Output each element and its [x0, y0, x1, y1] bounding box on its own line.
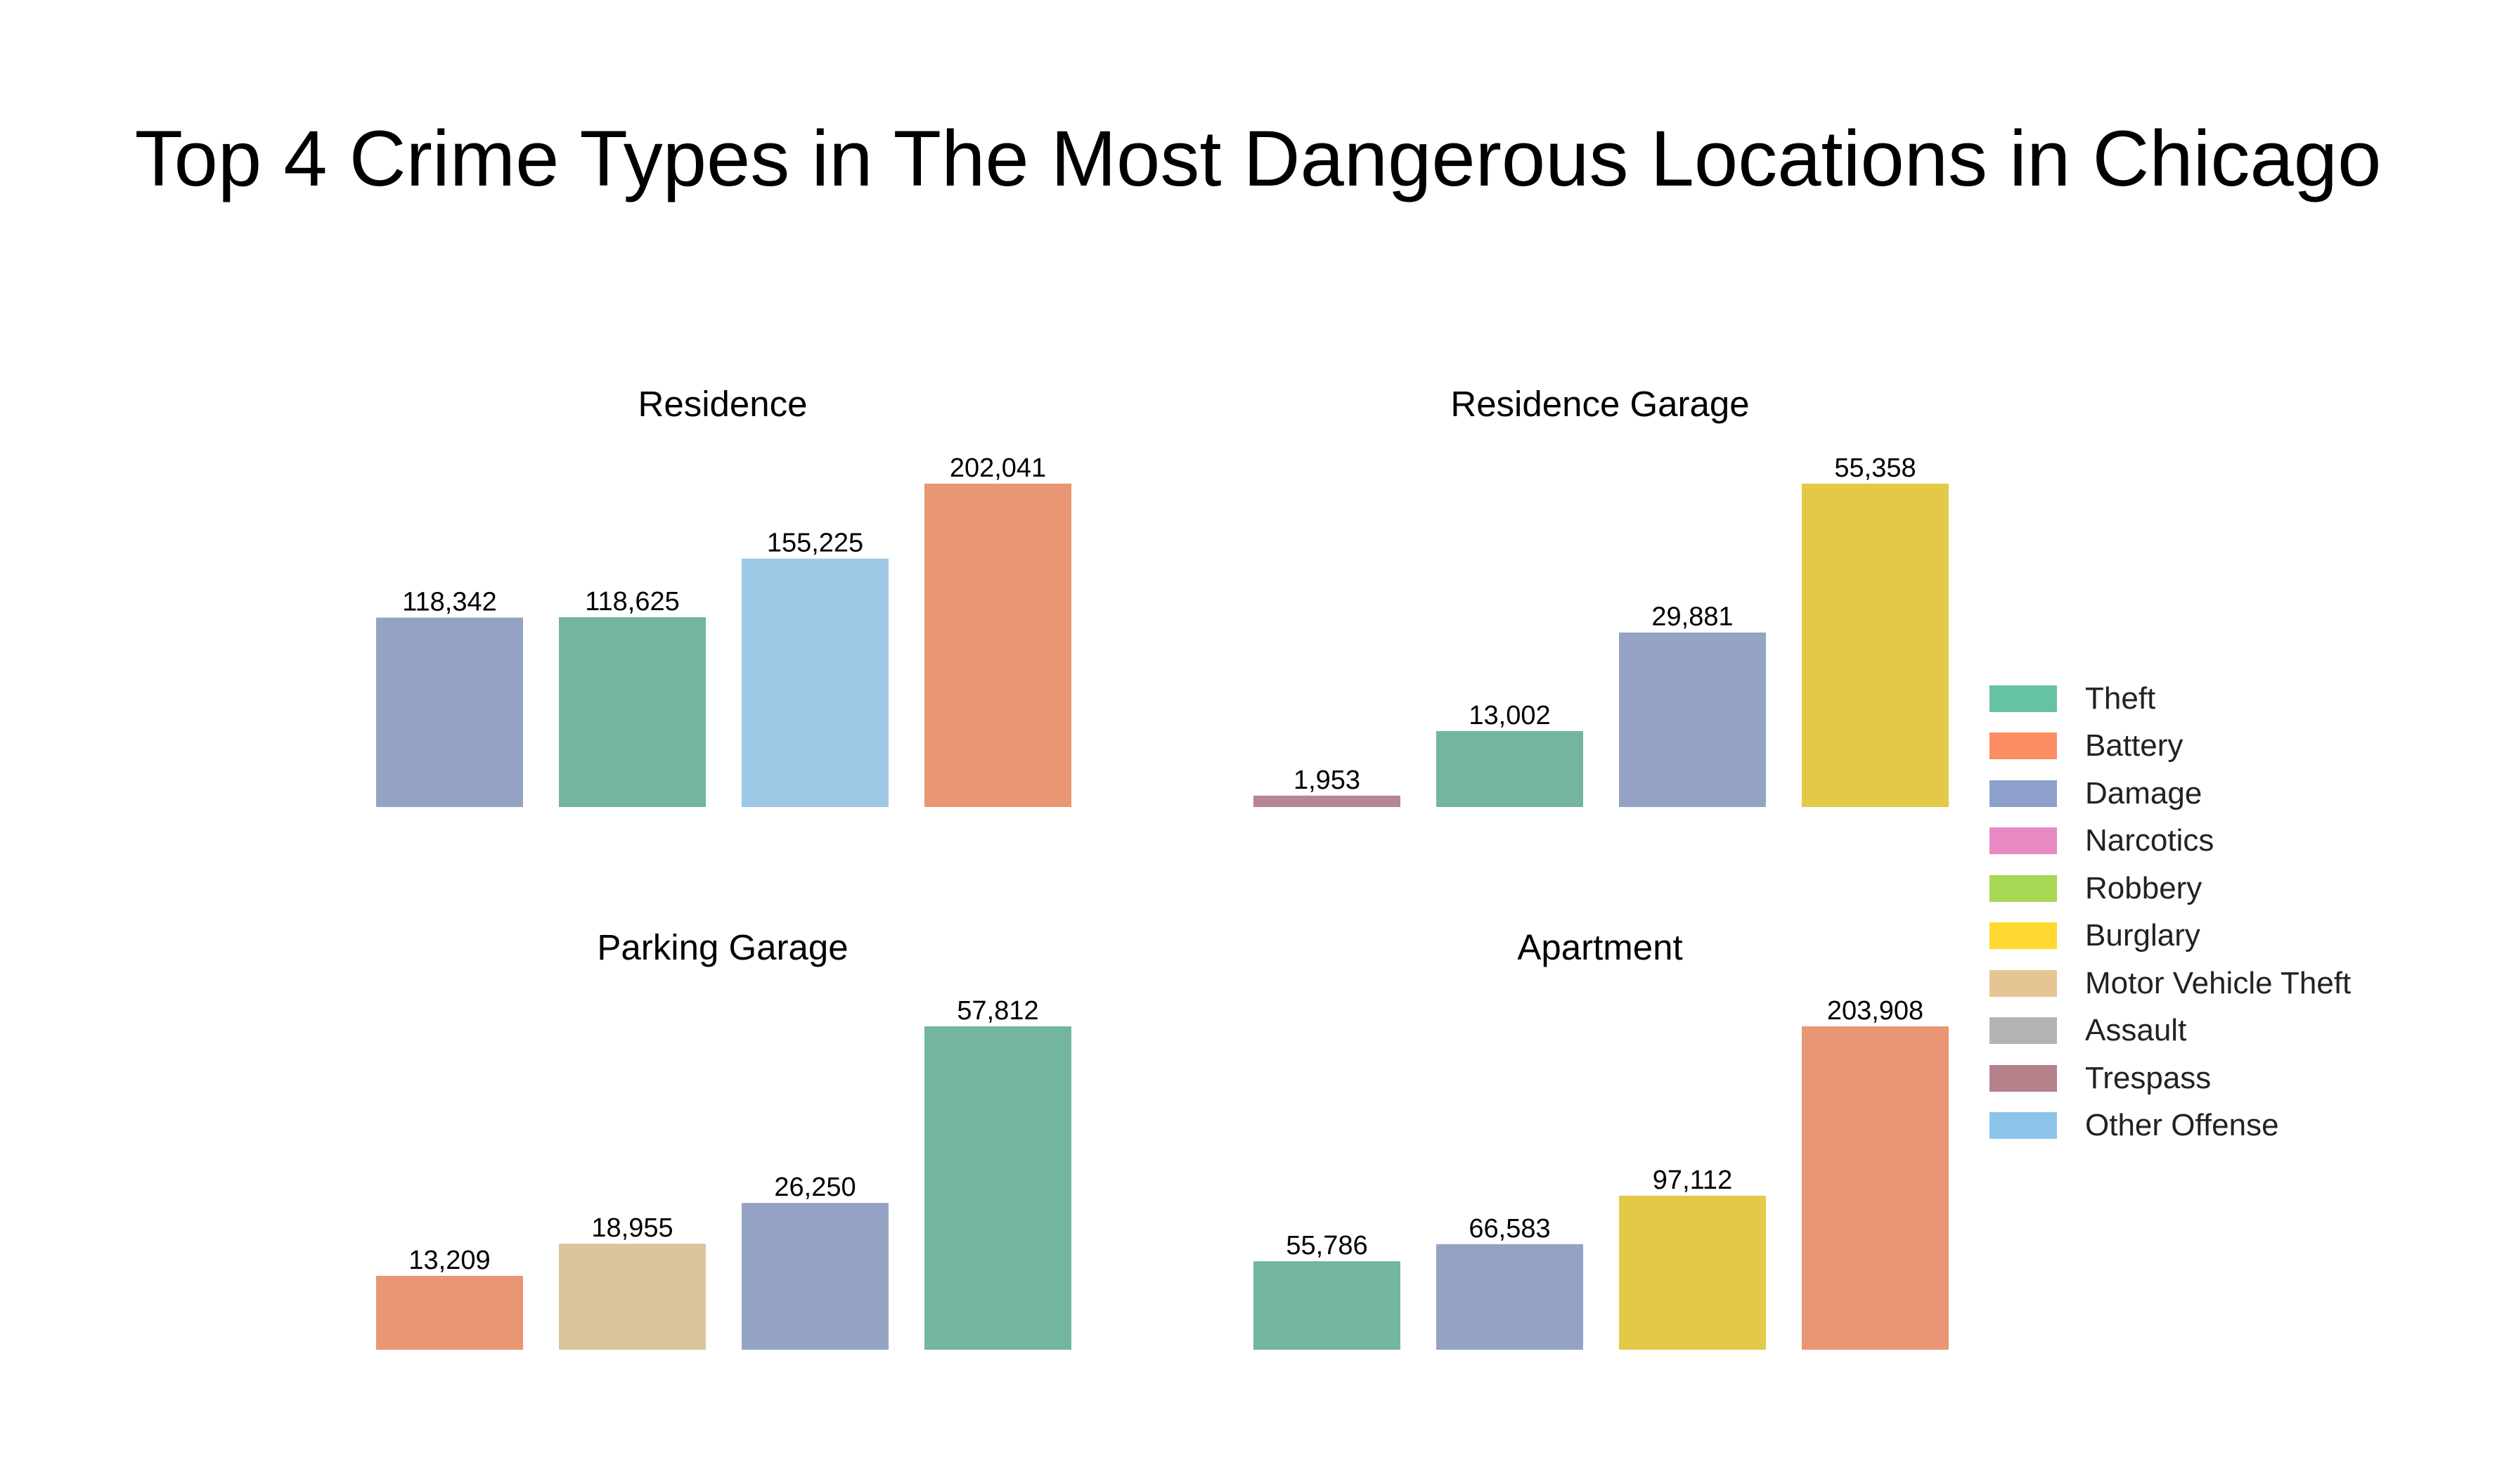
bar-value-label: 66,583 [1469, 1214, 1550, 1244]
chart-panel: Apartment 55,786 66,583 97,112 203,908 [1253, 927, 1949, 1350]
bar [376, 1275, 523, 1350]
chart-panel: Residence Garage 1,953 13,002 29,881 55,358 [1253, 384, 1949, 807]
legend-item: Assault [1989, 1007, 2351, 1055]
bar-value-label: 118,625 [585, 587, 680, 617]
bar [1253, 1261, 1400, 1350]
legend-swatch [1989, 780, 2057, 807]
legend-item: Burglary [1989, 912, 2351, 960]
legend-label: Assault [2085, 1013, 2187, 1048]
bar-value-label: 203,908 [1827, 996, 1923, 1026]
legend-swatch [1989, 1112, 2057, 1140]
chart-title: Parking Garage [597, 927, 848, 967]
legend-label: Other Offense [2085, 1108, 2279, 1143]
bar [1802, 484, 1949, 807]
legend-label: Theft [2085, 680, 2156, 716]
bar-value-label: 1,953 [1294, 766, 1360, 795]
bar-value-label: 57,812 [957, 996, 1038, 1026]
legend-swatch [1989, 969, 2057, 997]
bar [1619, 632, 1766, 807]
bar-value-label: 29,881 [1651, 602, 1733, 632]
bar [924, 1026, 1071, 1350]
bar-value-label: 13,002 [1469, 701, 1550, 730]
bar [742, 558, 889, 807]
legend-label: Battery [2085, 728, 2183, 763]
legend-item: Narcotics [1989, 818, 2351, 865]
bar [1253, 795, 1400, 807]
legend-label: Damage [2085, 775, 2202, 811]
bar [1802, 1026, 1949, 1350]
legend: Theft Battery Damage Narcotics Robbery Burgla… [1989, 675, 2351, 1149]
chart-title: Residence [638, 384, 808, 424]
bar [1436, 1244, 1583, 1350]
bar-value-label: 118,342 [402, 588, 497, 617]
bar-value-label: 55,786 [1286, 1231, 1367, 1260]
bar [1436, 730, 1583, 807]
legend-swatch [1989, 733, 2057, 760]
legend-label: Trespass [2085, 1060, 2212, 1095]
bar [742, 1203, 889, 1350]
legend-label: Burglary [2085, 918, 2200, 953]
bar-value-label: 26,250 [774, 1173, 856, 1202]
legend-item: Robbery [1989, 865, 2351, 912]
page-title: Top 4 Crime Types in The Most Dangerous … [134, 115, 2382, 202]
legend-label: Narcotics [2085, 823, 2214, 858]
bar [1619, 1195, 1766, 1350]
legend-item: Theft [1989, 675, 2351, 723]
chart-panel: Parking Garage 13,209 18,955 26,250 57,812 [376, 927, 1071, 1350]
bar-value-label: 202,041 [950, 453, 1046, 483]
legend-swatch [1989, 922, 2057, 950]
legend-swatch [1989, 1017, 2057, 1045]
bar [924, 484, 1071, 807]
bar-value-label: 55,358 [1834, 453, 1916, 483]
legend-swatch [1989, 875, 2057, 902]
legend-label: Motor Vehicle Theft [2085, 965, 2352, 1000]
bar-value-label: 155,225 [767, 529, 863, 558]
bar-value-label: 97,112 [1653, 1166, 1732, 1195]
legend-label: Robbery [2085, 870, 2202, 905]
legend-item: Damage [1989, 770, 2351, 818]
chart-panel: Residence 118,342 118,625 155,225 202,041 [376, 384, 1071, 807]
legend-swatch [1989, 685, 2057, 712]
chart-title: Apartment [1517, 927, 1682, 967]
chart-title: Residence Garage [1450, 384, 1749, 424]
bar [559, 617, 706, 807]
bar [376, 617, 523, 807]
legend-item: Motor Vehicle Theft [1989, 960, 2351, 1007]
bar-value-label: 18,955 [591, 1213, 673, 1243]
bar [559, 1244, 706, 1350]
legend-swatch [1989, 827, 2057, 855]
bar-value-label: 13,209 [408, 1246, 490, 1275]
legend-item: Other Offense [1989, 1102, 2351, 1150]
legend-item: Battery [1989, 723, 2351, 770]
legend-item: Trespass [1989, 1054, 2351, 1102]
legend-swatch [1989, 1064, 2057, 1092]
